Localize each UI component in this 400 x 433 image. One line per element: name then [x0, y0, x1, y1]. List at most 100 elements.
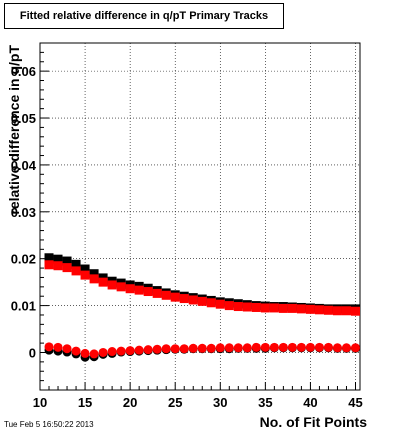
data-point-circle — [143, 345, 153, 355]
chart-title: Fitted relative difference in q/pT Prima… — [19, 10, 269, 22]
data-point-circle — [314, 342, 324, 352]
series-layer — [44, 253, 360, 362]
data-point-circle — [350, 343, 360, 353]
data-point-square — [188, 295, 198, 305]
data-point-square — [107, 280, 117, 290]
data-point-square — [134, 285, 144, 295]
data-point-circle — [188, 343, 198, 353]
data-point-circle — [206, 343, 216, 353]
data-point-square — [179, 294, 189, 304]
x-tick-label: 30 — [213, 395, 227, 410]
data-point-square — [152, 288, 162, 298]
y-tick-label: 0.06 — [11, 64, 36, 79]
x-tick-label: 10 — [33, 395, 47, 410]
data-point-square — [287, 303, 297, 313]
data-point-circle — [332, 343, 342, 353]
x-tick-label: 35 — [258, 395, 272, 410]
data-point-circle — [305, 342, 315, 352]
data-point-circle — [107, 347, 117, 357]
data-point-square — [71, 259, 81, 269]
data-point-square — [62, 256, 72, 266]
data-point-circle — [116, 346, 126, 356]
grid-layer — [39, 43, 360, 390]
data-point-circle — [71, 346, 81, 356]
y-tick-label: 0 — [29, 345, 36, 360]
data-point-square — [305, 304, 315, 314]
data-point-circle — [44, 342, 54, 352]
data-point-square — [242, 302, 252, 312]
data-point-circle — [89, 349, 99, 359]
ticks-layer: 10 15 20 25 30 35 40 45 0 0.01 0.02 0.03 0.04 0.05 0.0… — [11, 42, 363, 410]
data-point-square — [62, 263, 72, 273]
data-point-square — [224, 301, 234, 311]
data-point-square — [260, 303, 270, 313]
data-point-square — [233, 302, 243, 312]
data-point-circle — [251, 342, 261, 352]
y-tick-label: 0.04 — [11, 158, 37, 173]
data-point-square — [98, 277, 108, 287]
x-tick-label: 25 — [168, 395, 182, 410]
data-point-square — [323, 305, 333, 315]
data-point-square — [314, 305, 324, 315]
data-point-square — [44, 260, 54, 270]
data-point-circle — [341, 343, 351, 353]
data-point-square — [206, 298, 216, 308]
data-point-square — [170, 292, 180, 302]
data-point-square — [80, 270, 90, 280]
data-point-circle — [152, 344, 162, 354]
data-point-square — [269, 303, 279, 313]
data-point-circle — [62, 344, 72, 354]
data-point-circle — [125, 346, 135, 356]
data-point-circle — [269, 342, 279, 352]
data-point-square — [161, 290, 171, 300]
data-point-square — [296, 304, 306, 314]
data-point-circle — [179, 344, 189, 354]
data-point-circle — [170, 344, 180, 354]
data-point-square — [143, 287, 153, 297]
data-point-circle — [296, 342, 306, 352]
x-tick-label: 45 — [348, 395, 362, 410]
x-tick-label: 15 — [78, 395, 92, 410]
data-point-circle — [134, 345, 144, 355]
data-point-circle — [278, 342, 288, 352]
data-point-square — [125, 284, 135, 294]
data-point-circle — [260, 342, 270, 352]
data-point-square — [44, 253, 54, 263]
data-point-circle — [233, 343, 243, 353]
y-tick-label: 0.05 — [11, 111, 36, 126]
plot-frame — [39, 42, 361, 391]
data-point-square — [89, 274, 99, 284]
data-point-square — [341, 306, 351, 316]
y-tick-label: 0.02 — [11, 252, 36, 267]
data-point-square — [332, 306, 342, 316]
data-point-square — [80, 264, 90, 274]
data-point-square — [278, 303, 288, 313]
data-point-circle — [161, 344, 171, 354]
data-point-circle — [287, 342, 297, 352]
data-point-square — [71, 266, 81, 276]
data-point-circle — [53, 342, 63, 352]
data-point-circle — [98, 347, 108, 357]
data-point-circle — [224, 343, 234, 353]
data-point-square — [53, 254, 63, 264]
data-point-circle — [197, 343, 207, 353]
data-point-square — [215, 299, 225, 309]
x-tick-label: 40 — [303, 395, 317, 410]
data-point-square — [116, 282, 126, 292]
data-point-circle — [215, 343, 225, 353]
footer-timestamp: Tue Feb 5 16:50:22 2013 — [4, 420, 94, 429]
x-axis-label: No. of Fit Points — [260, 414, 368, 430]
data-point-square — [197, 296, 207, 306]
data-point-circle — [323, 342, 333, 352]
data-point-square — [251, 302, 261, 312]
y-tick-label: 0.01 — [11, 299, 36, 314]
x-tick-label: 20 — [123, 395, 137, 410]
data-point-square — [350, 306, 360, 316]
data-point-circle — [80, 348, 90, 358]
y-tick-label: 0.03 — [11, 205, 36, 220]
data-point-circle — [242, 343, 252, 353]
data-point-square — [53, 261, 63, 271]
data-point-square — [89, 269, 99, 279]
chart-title-box: Fitted relative difference in q/pT Prima… — [4, 3, 284, 29]
